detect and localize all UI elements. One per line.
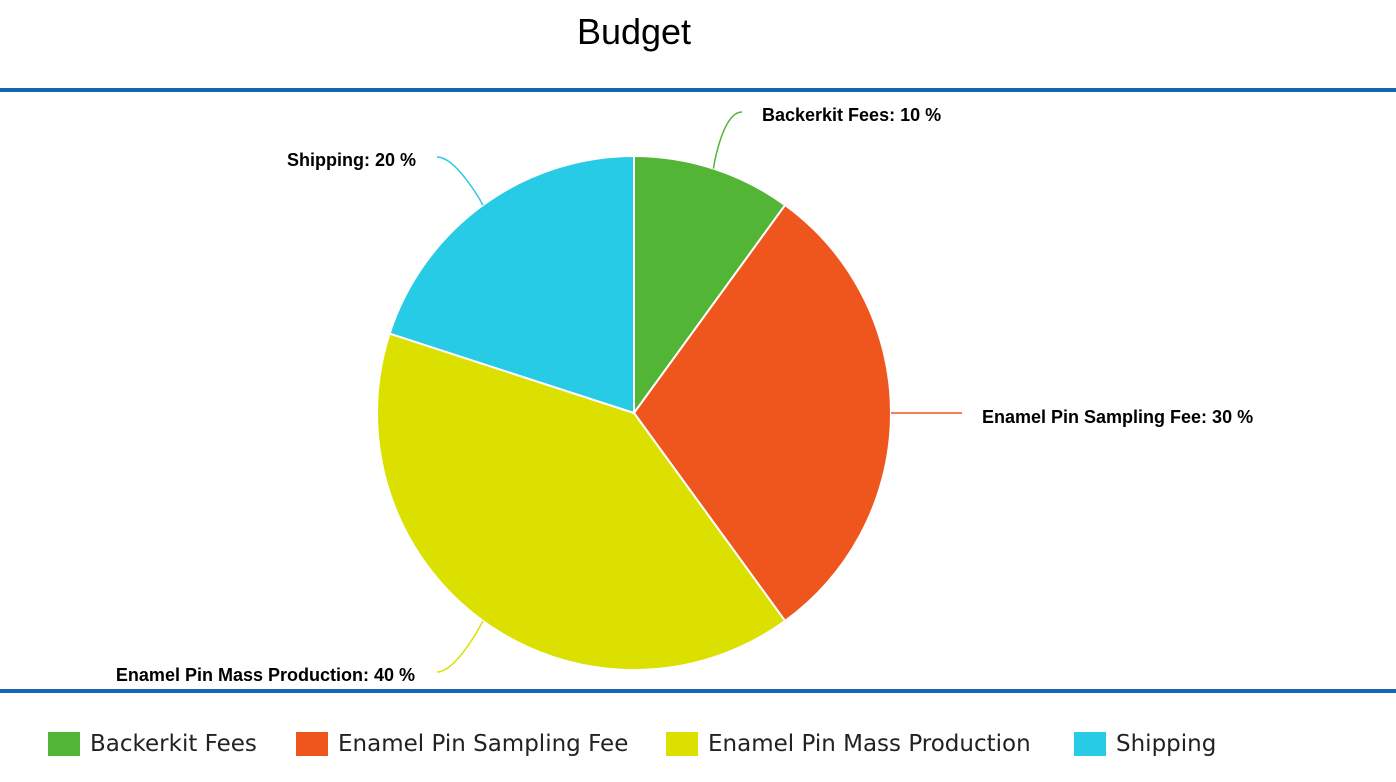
legend-label: Enamel Pin Sampling Fee [338,731,629,757]
legend-swatch [296,732,328,756]
pie-slice-enamel-pin-sampling-fee[interactable] [633,204,892,622]
legend-swatch [1074,732,1106,756]
leader-lines [436,111,962,673]
slice-label: Enamel Pin Mass Production: 40 % [116,665,415,685]
slice-label: Shipping: 20 % [287,150,416,170]
legend-swatch [48,732,80,756]
pie-slice-enamel-pin-mass-production[interactable] [376,332,787,671]
pie-slices [376,155,892,671]
legend-item-enamel-pin-mass-production[interactable]: Enamel Pin Mass Production [666,724,1031,764]
legend-label: Enamel Pin Mass Production [708,731,1031,757]
pie-chart: Backerkit Fees: 10 % Enamel Pin Sampling … [116,105,1253,685]
pie-slice-shipping[interactable] [388,155,635,414]
leader-line [712,111,743,169]
leader-line [436,620,484,673]
slice-label: Enamel Pin Sampling Fee: 30 % [982,407,1253,427]
slice-label: Backerkit Fees: 10 % [762,105,941,125]
legend: Backerkit Fees Enamel Pin Sampling Fee E… [0,724,1396,764]
legend-item-shipping[interactable]: Shipping [1074,724,1216,764]
legend-label: Shipping [1116,731,1217,757]
legend-label: Backerkit Fees [90,731,257,757]
leader-line [436,156,484,206]
legend-swatch [666,732,698,756]
slice-labels: Backerkit Fees: 10 % Enamel Pin Sampling … [116,105,1253,685]
legend-item-backerkit-fees[interactable]: Backerkit Fees [48,724,257,764]
pie-slice-backerkit-fees[interactable] [633,155,787,414]
chart-title: Budget [576,11,692,52]
bottom-divider [0,689,1396,693]
legend-item-enamel-pin-sampling-fee[interactable]: Enamel Pin Sampling Fee [296,724,628,764]
top-divider [0,88,1396,92]
